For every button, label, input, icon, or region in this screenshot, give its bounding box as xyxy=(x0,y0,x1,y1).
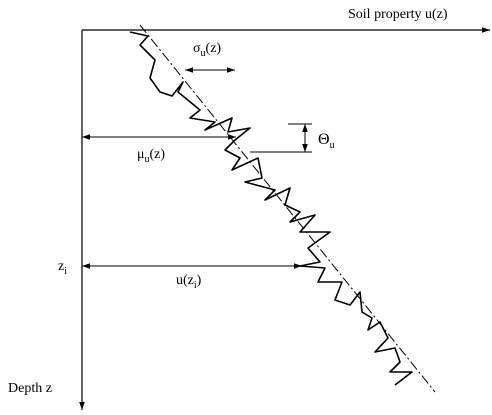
mu-label: μu(z) xyxy=(137,147,165,165)
u-zi-label: u(zi) xyxy=(176,273,202,291)
zi-label: zi xyxy=(58,259,67,277)
soil-profile xyxy=(129,31,413,386)
theta-label: Θu xyxy=(318,131,335,151)
trend-line xyxy=(139,24,436,393)
sigma-label: σu(z) xyxy=(193,41,221,59)
y-axis-label: Depth z xyxy=(8,381,52,396)
x-axis-label: Soil property u(z) xyxy=(348,7,448,22)
